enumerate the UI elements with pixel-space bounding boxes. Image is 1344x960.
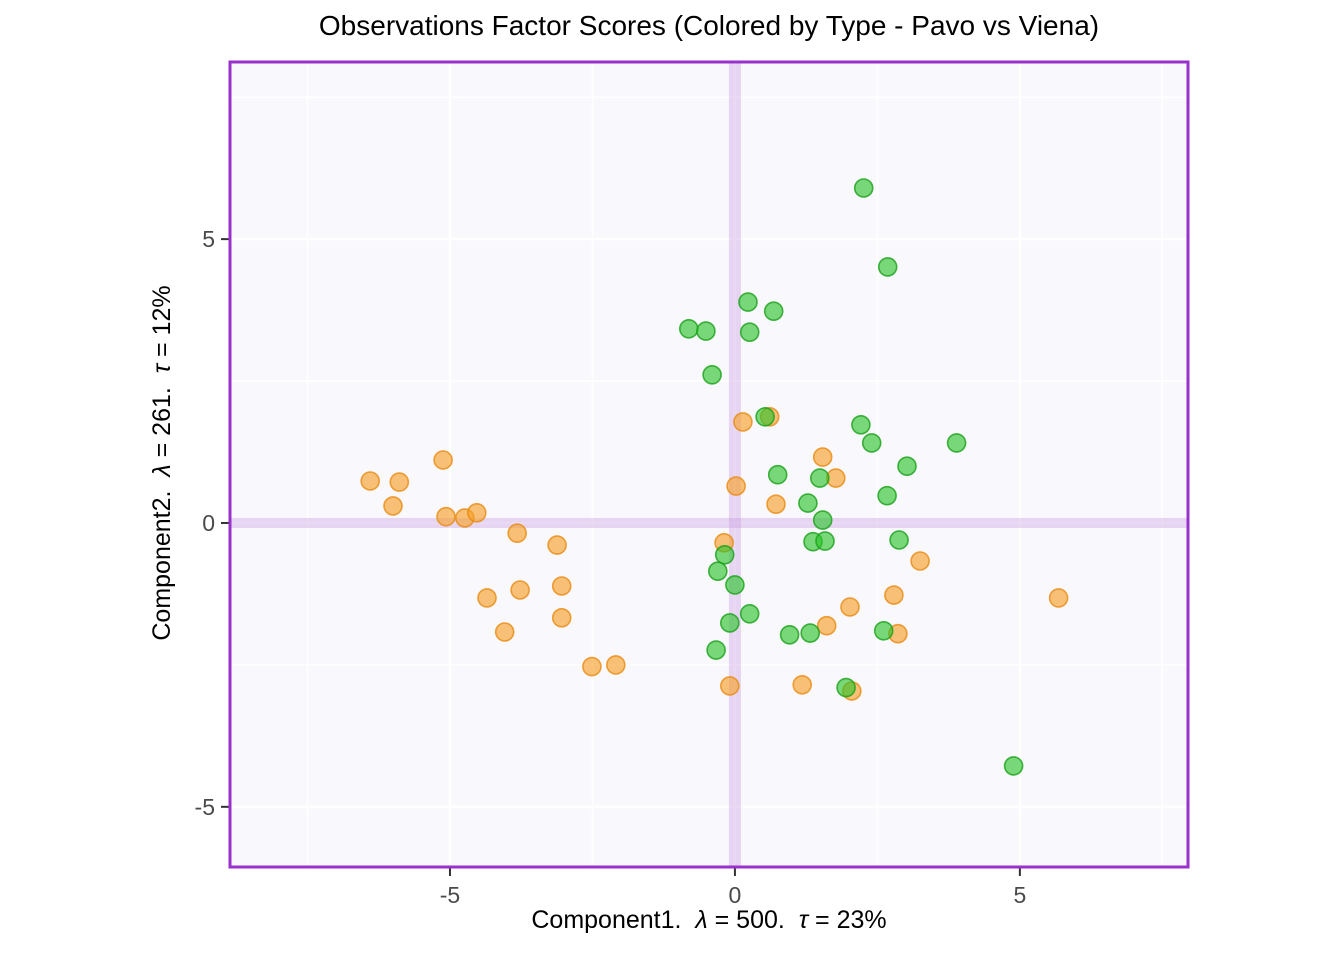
y-tick-label: 0 [202,510,215,536]
data-point-green-type [719,613,740,633]
data-point-green-type [861,433,882,453]
data-point-orange-type [433,450,453,470]
data-point-green-type [706,640,726,660]
chart-title: Observations Factor Scores (Colored by T… [318,10,1100,41]
data-point-orange-type [884,585,904,605]
data-point-green-type [702,364,722,385]
ref-line-vertical [728,62,741,867]
data-point-green-type [714,544,735,565]
x-axis-label: Component1. λ = 500. τ = 23% [531,906,887,934]
data-point-green-type [877,257,898,277]
data-point-green-type [836,677,856,698]
data-point-orange-type [436,506,456,527]
data-point-green-type [851,414,871,435]
data-point-orange-type [766,494,786,515]
data-point-green-type [815,531,835,551]
ref-line-horizontal [230,517,1188,528]
data-point-green-type [798,493,818,513]
data-point-orange-type [389,472,410,492]
panel-border [228,60,1190,869]
data-point-orange-type [551,576,572,596]
data-point-green-type [889,530,909,550]
data-point-green-type [696,321,716,341]
data-point-orange-type [383,496,403,516]
data-point-green-type [738,292,758,312]
data-point-green-type [678,318,699,339]
data-point-orange-type [812,447,833,467]
data-point-orange-type [547,535,567,555]
x-tick-label: 5 [1013,882,1026,908]
data-point-green-type [800,623,821,643]
data-point-green-type [809,468,830,488]
data-point-orange-type [477,588,497,608]
data-point-orange-type [733,412,753,432]
data-point-green-type [873,620,894,641]
plot-panel [230,62,1188,867]
data-point-orange-type [605,655,626,675]
data-point-green-type [946,433,967,453]
data-point-green-type [725,575,745,595]
data-point-green-type [877,485,897,506]
y-axis-label: Component2. λ = 261. τ = 12% [148,285,176,641]
data-point-orange-type [551,607,572,628]
data-point-orange-type [360,471,381,491]
data-point-green-type [1003,756,1024,776]
data-point-green-type [767,464,788,485]
data-point-orange-type [510,580,530,600]
data-point-orange-type [726,476,746,496]
data-point-orange-type [816,615,837,636]
data-point-green-type [853,178,874,198]
data-point-orange-type [840,597,860,617]
data-point-green-type [739,603,760,624]
data-point-orange-type [792,674,813,695]
data-point-orange-type [507,523,528,544]
data-point-green-type [779,624,800,645]
y-tick-label: -5 [195,794,215,820]
data-point-green-type [812,510,833,530]
data-point-orange-type [466,502,487,523]
data-point-orange-type [910,551,930,571]
data-point-green-type [707,561,728,582]
data-point-orange-type [1048,588,1069,608]
data-point-orange-type [494,622,515,642]
data-point-orange-type [582,656,602,677]
x-tick-label: 0 [729,882,742,908]
x-tick-label: -5 [440,882,460,908]
data-point-green-type [763,301,784,322]
data-point-green-type [755,406,775,427]
y-tick-label: 5 [202,226,215,252]
data-point-orange-type [719,676,740,696]
data-point-green-type [739,322,760,343]
data-point-green-type [897,456,917,477]
